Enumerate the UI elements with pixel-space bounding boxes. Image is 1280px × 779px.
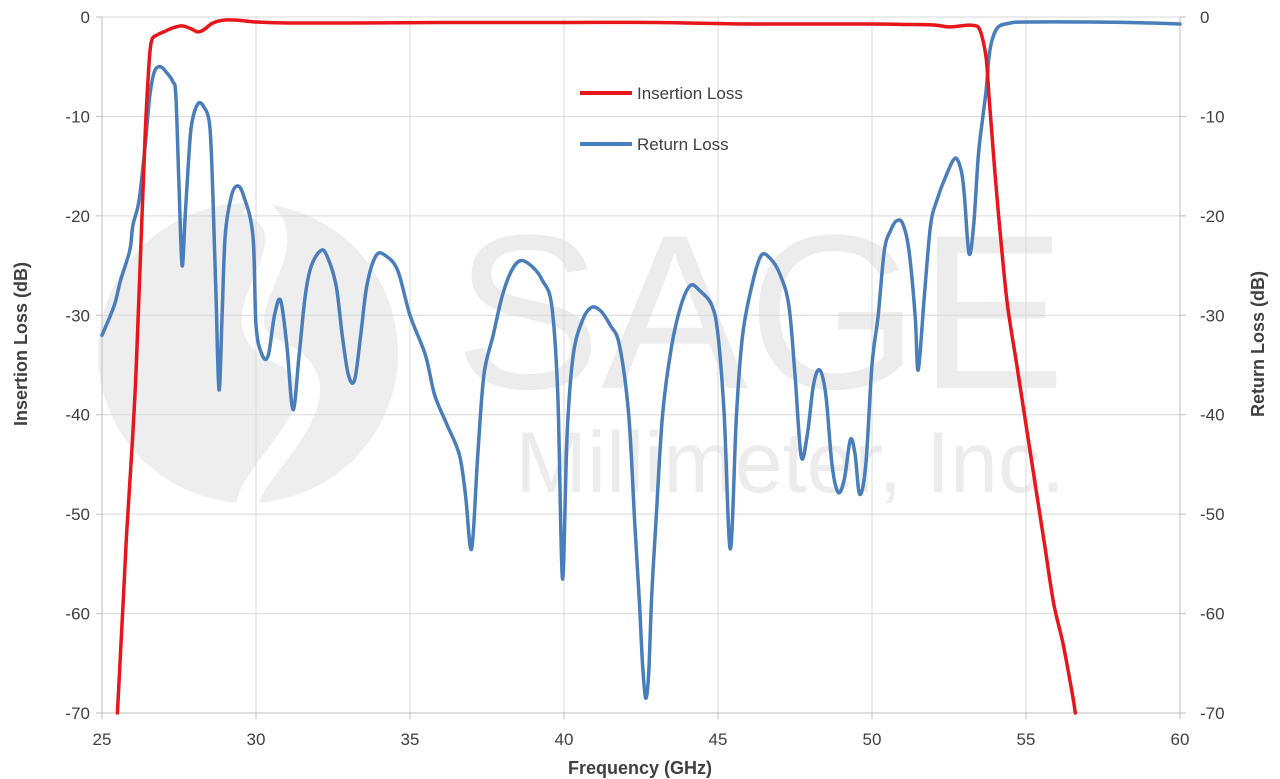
series-line-return-loss xyxy=(100,20,1182,700)
y-tick-label-right: -20 xyxy=(1200,207,1225,226)
y-tick-label-right: -10 xyxy=(1200,107,1225,126)
x-tick-label: 45 xyxy=(709,730,728,749)
x-tick-label: 55 xyxy=(1017,730,1036,749)
y-tick-label-right: -70 xyxy=(1200,704,1225,723)
watermark: SAGE Millimeter, Inc. xyxy=(98,189,1066,511)
x-tick-label: 40 xyxy=(555,730,574,749)
y-tick-label-left: 0 xyxy=(81,8,90,27)
watermark-logo-icon xyxy=(98,192,398,506)
y-axis-title-left: Insertion Loss (dB) xyxy=(11,262,31,426)
y-tick-label-left: -40 xyxy=(65,406,90,425)
y-tick-label-right: -40 xyxy=(1200,406,1225,425)
y-tick-label-right: -50 xyxy=(1200,505,1225,524)
y-tick-label-left: -10 xyxy=(65,107,90,126)
legend: Insertion Loss Return Loss xyxy=(580,84,743,154)
x-axis-title: Frequency (GHz) xyxy=(568,758,712,778)
x-tick-label: 25 xyxy=(93,730,112,749)
x-tick-label: 50 xyxy=(863,730,882,749)
series-line-insertion-loss xyxy=(115,18,1078,715)
y-tick-label-right: 0 xyxy=(1200,8,1209,27)
y-tick-label-right: -30 xyxy=(1200,306,1225,325)
legend-label-return-loss: Return Loss xyxy=(637,135,729,154)
axes: 0 0 -10 -10 -20 -20 -30 -30 -40 -40 -50 -50 -60 -60 -7… xyxy=(65,8,1224,749)
y-tick-label-left: -70 xyxy=(65,704,90,723)
series-layer xyxy=(100,18,1182,715)
y-tick-label-right: -60 xyxy=(1200,605,1225,624)
y-tick-label-left: -60 xyxy=(65,605,90,624)
watermark-subtitle: Millimeter, Inc. xyxy=(515,415,1065,511)
y-axis-title-right: Return Loss (dB) xyxy=(1248,271,1268,417)
y-tick-label-left: -50 xyxy=(65,505,90,524)
x-tick-label: 30 xyxy=(247,730,266,749)
legend-label-insertion-loss: Insertion Loss xyxy=(637,84,743,103)
x-tick-label: 35 xyxy=(401,730,420,749)
x-tick-label: 60 xyxy=(1171,730,1190,749)
y-tick-label-left: -20 xyxy=(65,207,90,226)
y-tick-label-left: -30 xyxy=(65,306,90,325)
